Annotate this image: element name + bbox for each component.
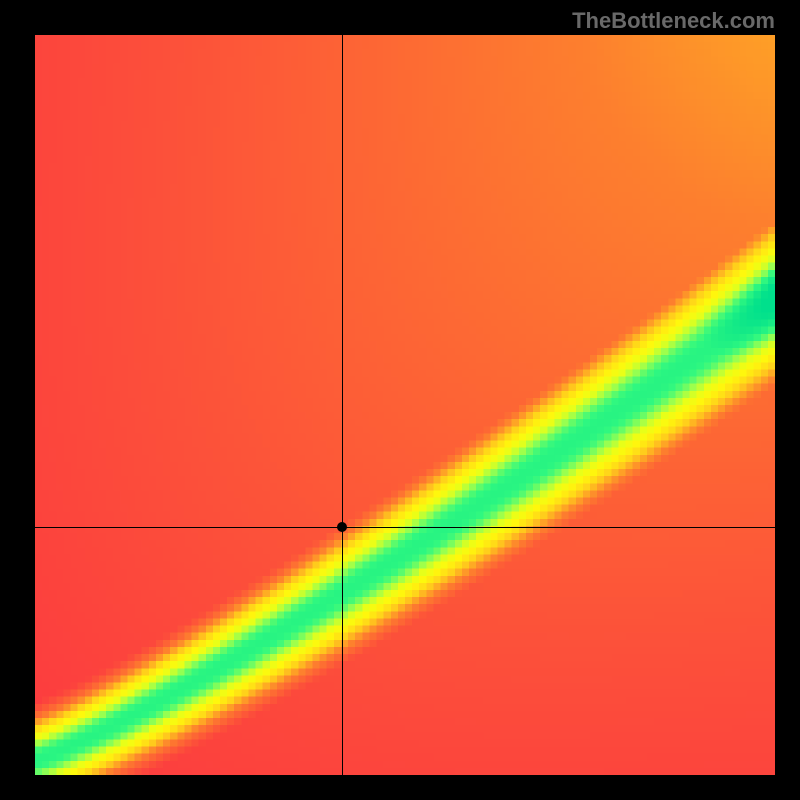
heatmap-canvas bbox=[35, 35, 775, 775]
watermark-text: TheBottleneck.com bbox=[572, 8, 775, 34]
crosshair-vertical bbox=[342, 35, 343, 775]
marker-dot bbox=[337, 522, 347, 532]
heatmap-chart bbox=[35, 35, 775, 775]
crosshair-horizontal bbox=[35, 527, 775, 528]
